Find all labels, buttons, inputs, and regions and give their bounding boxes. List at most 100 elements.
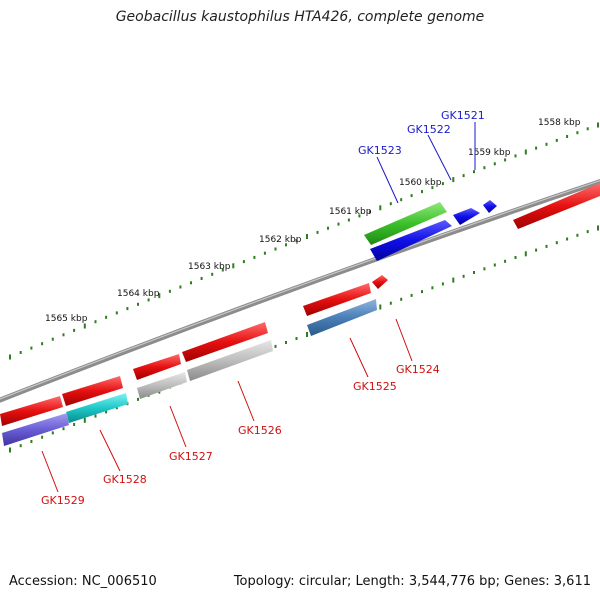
- scale-label-1561: 1561 kbp: [329, 207, 372, 217]
- scale-label-1560: 1560 kbp: [399, 178, 442, 188]
- outer-tick-52: [555, 138, 558, 142]
- inner-tick-42: [452, 277, 455, 283]
- inner-tick-0: [9, 447, 11, 453]
- scale-label-1559: 1559 kbp: [468, 148, 511, 158]
- outer-tick-0: [9, 354, 11, 360]
- inner-tick-37: [400, 297, 403, 301]
- outer-tick-3: [41, 342, 44, 346]
- gene-shape-GK1527-grey[interactable]: [137, 372, 187, 399]
- outer-tick-53: [566, 135, 569, 138]
- gene-shape-GK1529-purple[interactable]: [2, 413, 69, 446]
- gene-shape-GK1522[interactable]: [453, 208, 480, 225]
- gene-shape-GK1523-green[interactable]: [364, 202, 447, 245]
- inner-tick-47: [504, 259, 507, 263]
- scale-ticks-outer: [9, 122, 599, 360]
- outer-tick-45: [483, 166, 486, 170]
- gene-label-GK1523[interactable]: GK1523: [358, 144, 402, 157]
- inner-tick-55: [586, 230, 589, 234]
- inner-tick-25: [274, 344, 277, 348]
- scale-label-1564: 1564 kbp: [117, 289, 160, 299]
- outer-tick-9: [105, 315, 108, 319]
- outer-tick-13: [147, 298, 150, 302]
- gene-label-GK1524[interactable]: GK1524: [396, 363, 440, 376]
- inner-tick-2: [30, 440, 33, 443]
- gene-shape-forward-right[interactable]: [513, 183, 600, 229]
- gene-label-GK1527[interactable]: GK1527: [169, 450, 213, 463]
- scale-label-1558: 1558 kbp: [538, 118, 581, 128]
- outer-tick-51: [545, 142, 548, 146]
- inner-tick-54: [576, 233, 579, 237]
- inner-tick-46: [493, 263, 496, 267]
- outer-tick-24: [263, 251, 266, 255]
- gene-shape-GK1525-steel[interactable]: [307, 299, 377, 336]
- outer-tick-47: [504, 158, 507, 162]
- outer-tick-28: [306, 234, 308, 239]
- outer-tick-43: [462, 174, 465, 178]
- gene-shape-GK1528-red[interactable]: [62, 376, 123, 406]
- outer-tick-18: [200, 277, 203, 280]
- inner-tick-5: [62, 427, 65, 431]
- inner-tick-7: [83, 417, 86, 423]
- inner-tick-38: [410, 293, 413, 297]
- gene-shape-GK1523-blue[interactable]: [370, 220, 452, 261]
- inner-tick-40: [431, 286, 434, 290]
- outer-tick-38: [410, 194, 413, 198]
- outer-tick-7: [83, 323, 86, 329]
- gene-shape-GK1524[interactable]: [372, 275, 388, 289]
- outer-tick-23: [253, 255, 256, 259]
- outer-tick-46: [493, 162, 496, 166]
- callout-line-GK1529: [41, 450, 59, 493]
- outer-tick-16: [179, 285, 182, 289]
- outer-tick-41: [441, 182, 444, 186]
- scale-ticks-inner: [9, 225, 599, 453]
- topology-value: circular: [298, 574, 347, 589]
- inner-tick-10: [115, 406, 118, 410]
- topology-label: Topology:: [233, 574, 295, 589]
- outer-tick-27: [295, 239, 298, 243]
- inner-tick-6: [73, 423, 76, 426]
- inner-tick-44: [473, 271, 475, 274]
- inner-tick-52: [555, 241, 558, 245]
- outer-tick-4: [51, 337, 54, 341]
- gene-shape-GK1525-red[interactable]: [303, 283, 371, 316]
- gene-label-GK1521[interactable]: GK1521: [441, 109, 485, 122]
- gene-shape-GK1528-cyan[interactable]: [66, 393, 128, 423]
- outer-tick-15: [168, 289, 171, 293]
- callout-line-GK1524: [395, 318, 413, 362]
- callout-line-GK1526: [237, 380, 255, 422]
- inner-tick-27: [295, 337, 298, 340]
- inner-tick-12: [137, 397, 139, 401]
- outer-tick-1: [19, 351, 22, 354]
- outer-tick-14: [158, 293, 161, 299]
- inner-tick-4: [51, 431, 54, 435]
- outer-tick-31: [337, 222, 340, 226]
- gene-shape-GK1526-grey[interactable]: [187, 340, 273, 381]
- outer-tick-19: [211, 272, 214, 276]
- callout-line-GK1522: [427, 134, 452, 181]
- inner-tick-56: [597, 225, 599, 231]
- outer-tick-11: [126, 307, 129, 311]
- length-label: Length:: [355, 574, 405, 589]
- inner-tick-28: [306, 332, 308, 337]
- outer-tick-34: [368, 210, 371, 214]
- gene-label-GK1528[interactable]: GK1528: [103, 473, 147, 486]
- gene-shape-GK1529-red[interactable]: [0, 396, 63, 426]
- gene-shape-GK1527-red[interactable]: [133, 354, 181, 380]
- inner-tick-8: [94, 414, 97, 418]
- gene-shape-GK1521[interactable]: [483, 200, 497, 213]
- outer-tick-2: [30, 346, 33, 350]
- outer-tick-26: [285, 243, 287, 247]
- genome-backbone: [0, 179, 600, 403]
- outer-tick-56: [597, 122, 599, 128]
- callout-line-GK1525: [349, 337, 369, 378]
- gene-label-GK1522[interactable]: GK1522: [407, 123, 451, 136]
- outer-tick-50: [535, 146, 538, 150]
- inner-tick-49: [524, 251, 527, 257]
- inner-tick-45: [483, 267, 486, 271]
- inner-tick-43: [462, 274, 465, 278]
- gene-shape-GK1526-red[interactable]: [182, 322, 268, 362]
- gene-label-GK1526[interactable]: GK1526: [238, 424, 282, 437]
- gene-label-GK1525[interactable]: GK1525: [353, 380, 397, 393]
- gene-label-GK1529[interactable]: GK1529: [41, 494, 85, 507]
- inner-tick-51: [545, 244, 548, 248]
